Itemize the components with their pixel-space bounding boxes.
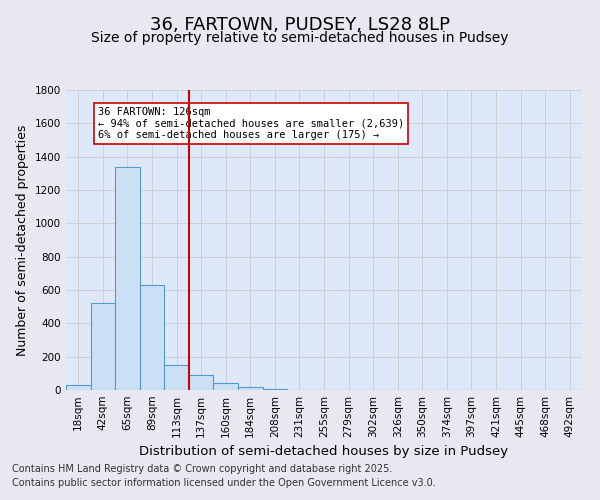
Bar [263, 389, 287, 390]
Text: 36 FARTOWN: 126sqm
← 94% of semi-detached houses are smaller (2,639)
6% of semi-: 36 FARTOWN: 126sqm ← 94% of semi-detache… [98, 106, 404, 140]
X-axis label: Distribution of semi-detached houses by size in Pudsey: Distribution of semi-detached houses by … [139, 446, 509, 458]
Y-axis label: Number of semi-detached properties: Number of semi-detached properties [16, 124, 29, 356]
Text: Contains public sector information licensed under the Open Government Licence v3: Contains public sector information licen… [12, 478, 436, 488]
Bar [140, 285, 164, 390]
Bar [238, 386, 263, 390]
Bar [164, 365, 189, 390]
Bar [214, 384, 238, 390]
Bar [91, 304, 115, 390]
Text: Size of property relative to semi-detached houses in Pudsey: Size of property relative to semi-detach… [91, 31, 509, 45]
Bar [189, 375, 214, 390]
Text: 36, FARTOWN, PUDSEY, LS28 8LP: 36, FARTOWN, PUDSEY, LS28 8LP [150, 16, 450, 34]
Bar [115, 166, 140, 390]
Bar [66, 385, 91, 390]
Text: Contains HM Land Registry data © Crown copyright and database right 2025.: Contains HM Land Registry data © Crown c… [12, 464, 392, 474]
